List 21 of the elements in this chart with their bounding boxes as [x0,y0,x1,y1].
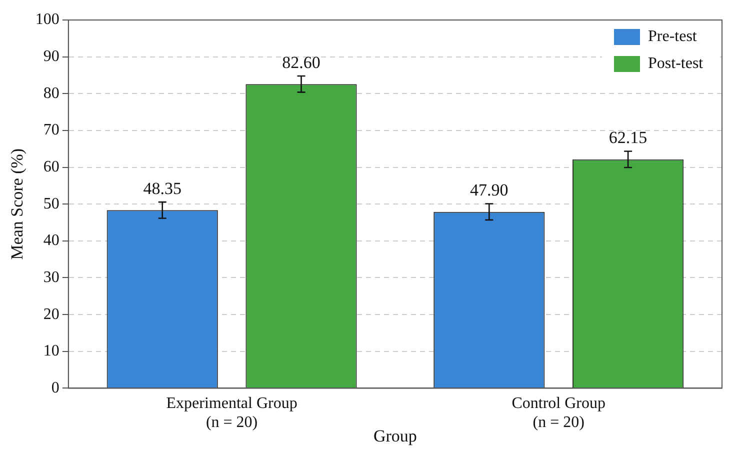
x-axis-title: Group [373,426,417,446]
x-tick-label: Control Group (n = 20) [512,395,606,432]
y-tick-label: 80 [43,84,60,102]
y-tick-label: 0 [51,379,60,396]
legend-label: Post-test [648,55,704,72]
legend-label: Pre-test [648,28,698,46]
data-label: 62.15 [608,128,648,148]
y-tick-label: 50 [43,195,60,212]
data-label: 82.60 [282,52,320,72]
y-tick-label: 90 [43,48,60,66]
data-label: 47.90 [470,180,508,200]
y-tick-label: 20 [43,306,60,323]
data-label: 48.35 [143,179,182,198]
y-tick-label: 100 [35,11,60,28]
y-tick-label: 10 [43,342,60,360]
y-tick-label: 30 [43,268,60,286]
x-tick-label: Experimental Group (n = 20) [166,395,298,432]
y-tick-label: 70 [43,122,60,139]
y-axis-title: Mean Score (%) [8,148,27,260]
y-tick-label: 40 [43,232,60,250]
y-tick-label: 60 [43,158,60,176]
